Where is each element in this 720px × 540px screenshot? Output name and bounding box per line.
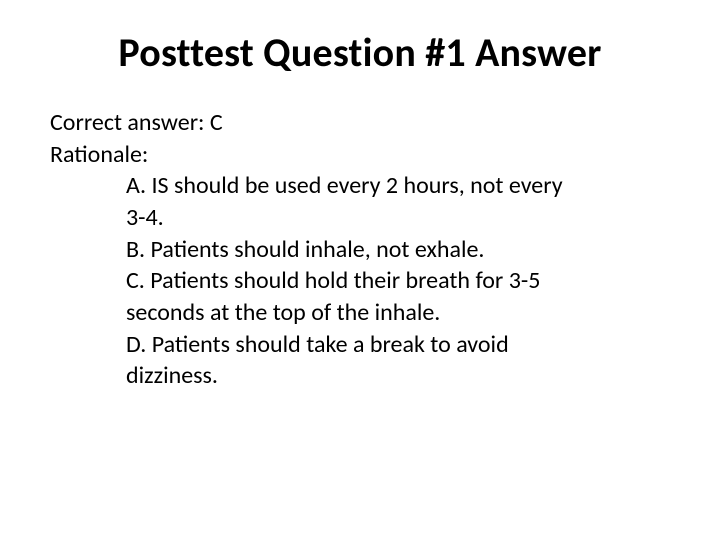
correct-answer-line: Correct answer: C: [50, 107, 670, 139]
slide: Posttest Question #1 Answer Correct answ…: [0, 0, 720, 540]
rationale-item-c-line1: C. Patients should hold their breath for…: [50, 265, 670, 297]
rationale-item-b: B. Patients should inhale, not exhale.: [50, 234, 670, 266]
rationale-label: Rationale:: [50, 139, 670, 171]
rationale-item-d-line1: D. Patients should take a break to avoid: [50, 329, 670, 361]
rationale-item-a-line2: 3-4.: [50, 202, 670, 234]
page-title: Posttest Question #1 Answer: [50, 28, 670, 77]
rationale-item-d-line2: dizziness.: [50, 360, 670, 392]
rationale-item-c-line2: seconds at the top of the inhale.: [50, 297, 670, 329]
rationale-item-a-line1: A. IS should be used every 2 hours, not …: [50, 170, 670, 202]
body-text: Correct answer: C Rationale: A. IS shoul…: [50, 107, 670, 392]
